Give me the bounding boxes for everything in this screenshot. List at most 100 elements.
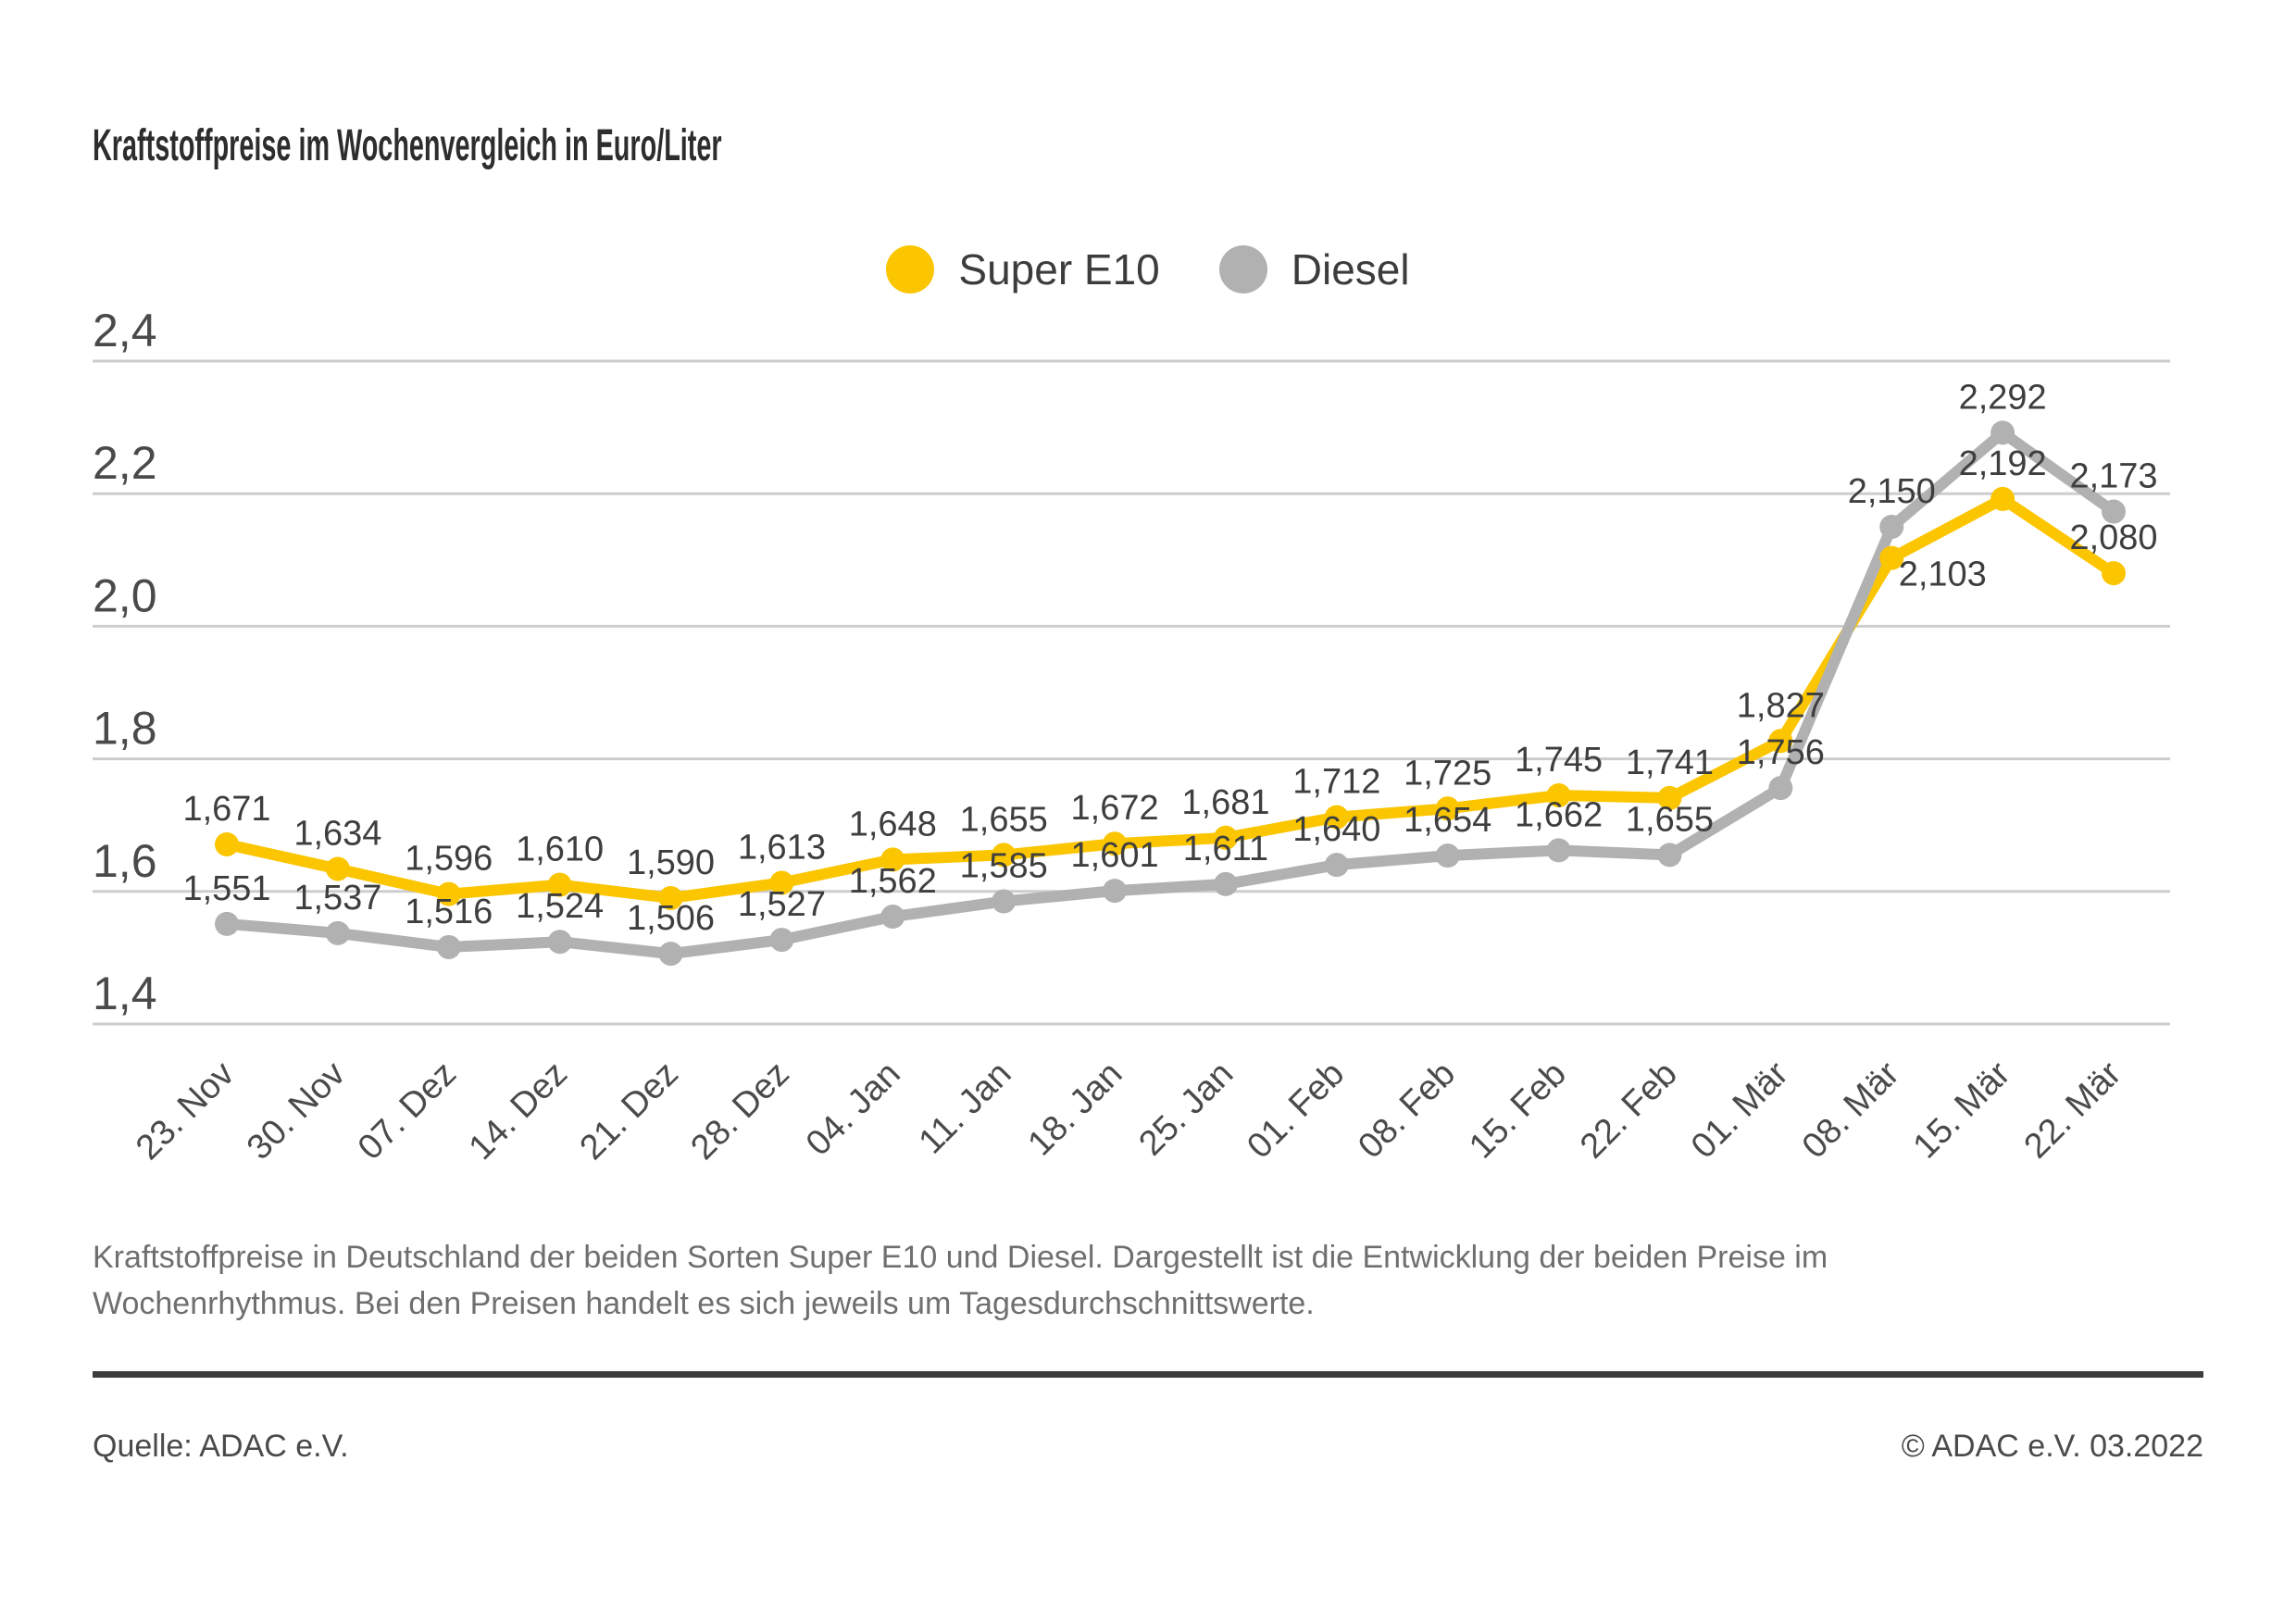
legend-item-super-e10: Super E10 [886, 244, 1160, 294]
footer: Quelle: ADAC e.V. © ADAC e.V. 03.2022 [93, 1429, 2203, 1465]
x-axis-tick-label: 08. Mär [1795, 1054, 1907, 1166]
super-e10-point [1768, 729, 1793, 754]
diesel-value-label: 1,537 [293, 879, 381, 918]
diesel-point [992, 889, 1017, 914]
diesel-point [1435, 843, 1460, 868]
diesel-value-label: 1,640 [1292, 810, 1380, 849]
super-e10-value-label: 1,671 [182, 790, 270, 829]
diesel-value-label: 1,611 [1183, 830, 1268, 868]
x-axis-tick-label: 14. Dez [462, 1055, 575, 1168]
chart-description: Kraftstoffpreise in Deutschland der beid… [93, 1235, 2222, 1327]
legend-label-diesel: Diesel [1291, 245, 1410, 293]
super-e10-point [769, 870, 794, 895]
diesel-value-label: 2,150 [1848, 472, 1936, 511]
x-axis-tick-label: 22. Mär [2017, 1054, 2129, 1166]
super-e10-point [1879, 545, 1904, 570]
x-axis-tick-label: 01. Mär [1684, 1054, 1796, 1166]
diesel-value-label: 1,756 [1737, 733, 1825, 772]
super-e10-value-label: 1,590 [627, 843, 715, 882]
diesel-legend-dot-icon [1218, 245, 1267, 293]
diesel-point [1768, 776, 1793, 801]
chart-title: Kraftstoffpreise im Wochenvergleich in E… [93, 121, 722, 170]
super-e10-value-label: 1,712 [1292, 763, 1380, 802]
super-e10-point [547, 872, 572, 897]
super-e10-value-label: 1,655 [960, 800, 1048, 839]
super-e10-point [880, 847, 905, 872]
diesel-point [436, 934, 461, 959]
super-e10-value-label: 1,613 [738, 828, 826, 867]
y-axis-tick-label: 2,2 [93, 437, 157, 489]
super-e10-legend-dot-icon [886, 245, 935, 293]
diesel-point [880, 905, 905, 930]
super-e10-point [992, 843, 1017, 868]
footer-divider [93, 1371, 2203, 1378]
diesel-point [547, 930, 572, 955]
super-e10-point [1435, 796, 1460, 821]
x-axis-tick-label: 08. Feb [1351, 1055, 1463, 1167]
legend-label-super-e10: Super E10 [958, 245, 1160, 293]
super-e10-value-label: 1,648 [849, 805, 937, 843]
diesel-point [325, 920, 350, 945]
x-axis-tick-label: 30. Nov [240, 1055, 353, 1168]
x-axis-tick-label: 18. Jan [1021, 1055, 1130, 1164]
chart-description-line-1: Kraftstoffpreise in Deutschland der beid… [93, 1240, 1828, 1275]
super-e10-value-label: 1,596 [405, 840, 493, 879]
diesel-value-label: 1,662 [1515, 795, 1603, 834]
diesel-value-label: 1,601 [1071, 836, 1159, 875]
super-e10-point [2102, 561, 2126, 586]
diesel-point [1103, 879, 1128, 904]
diesel-point [1990, 420, 2015, 445]
super-e10-point [658, 885, 683, 910]
x-axis-tick-label: 21. Dez [573, 1055, 686, 1168]
y-axis-tick-label: 1,8 [93, 703, 157, 755]
diesel-point [2102, 499, 2126, 524]
diesel-point [1213, 871, 1238, 896]
super-e10-value-label: 1,634 [293, 814, 381, 853]
x-axis-tick-label: 01. Feb [1240, 1055, 1352, 1167]
x-axis-tick-label: 11. Jan [912, 1055, 1019, 1162]
super-e10-value-label: 1,827 [1737, 686, 1825, 725]
diesel-value-label: 1,524 [516, 887, 604, 926]
super-e10-line [221, 493, 2119, 904]
x-axis-tick-label: 15. Mär [1906, 1054, 2018, 1166]
diesel-point [1546, 838, 1571, 863]
x-axis-tick-label: 23. Nov [129, 1055, 242, 1168]
super-e10-value-label: 2,103 [1899, 556, 1987, 594]
diesel-value-label: 1,562 [849, 862, 937, 901]
y-axis-tick-label: 1,4 [93, 968, 157, 1019]
copyright-text: © ADAC e.V. 03.2022 [1901, 1429, 2203, 1464]
super-e10-value-label: 1,610 [516, 830, 604, 869]
y-axis-tick-label: 2,0 [93, 569, 157, 621]
super-e10-point [215, 831, 239, 856]
super-e10-value-label: 1,741 [1626, 743, 1714, 782]
super-e10-point [1657, 785, 1682, 810]
y-axis-tick-label: 2,4 [93, 305, 157, 356]
super-e10-point [1324, 805, 1349, 830]
x-axis-tick-label: 28. Dez [683, 1055, 796, 1168]
x-axis-tick-label: 15. Feb [1462, 1055, 1574, 1167]
diesel-point [658, 942, 683, 967]
diesel-value-label: 1,585 [960, 847, 1048, 886]
super-e10-value-label: 1,681 [1181, 783, 1269, 822]
super-e10-value-label: 2,080 [2069, 518, 2157, 557]
diesel-value-label: 1,654 [1404, 801, 1491, 840]
super-e10-point [325, 856, 350, 881]
diesel-line [221, 427, 2119, 960]
chart-description-line-2: Wochenrhythmus. Bei den Preisen handelt … [93, 1285, 1315, 1321]
diesel-value-label: 1,655 [1626, 800, 1714, 839]
diesel-value-label: 1,551 [182, 869, 270, 908]
diesel-point [215, 911, 239, 936]
super-e10-value-label: 1,672 [1071, 789, 1159, 828]
super-e10-point [1990, 486, 2015, 511]
diesel-point [1657, 843, 1682, 868]
diesel-value-label: 2,173 [2069, 457, 2157, 496]
legend-item-diesel: Diesel [1218, 244, 1410, 294]
diesel-point [1324, 853, 1349, 878]
super-e10-point [1213, 825, 1238, 850]
diesel-point [769, 928, 794, 953]
super-e10-point [436, 881, 461, 906]
x-axis-tick-label: 25. Jan [1131, 1055, 1241, 1164]
super-e10-point [1546, 782, 1571, 807]
